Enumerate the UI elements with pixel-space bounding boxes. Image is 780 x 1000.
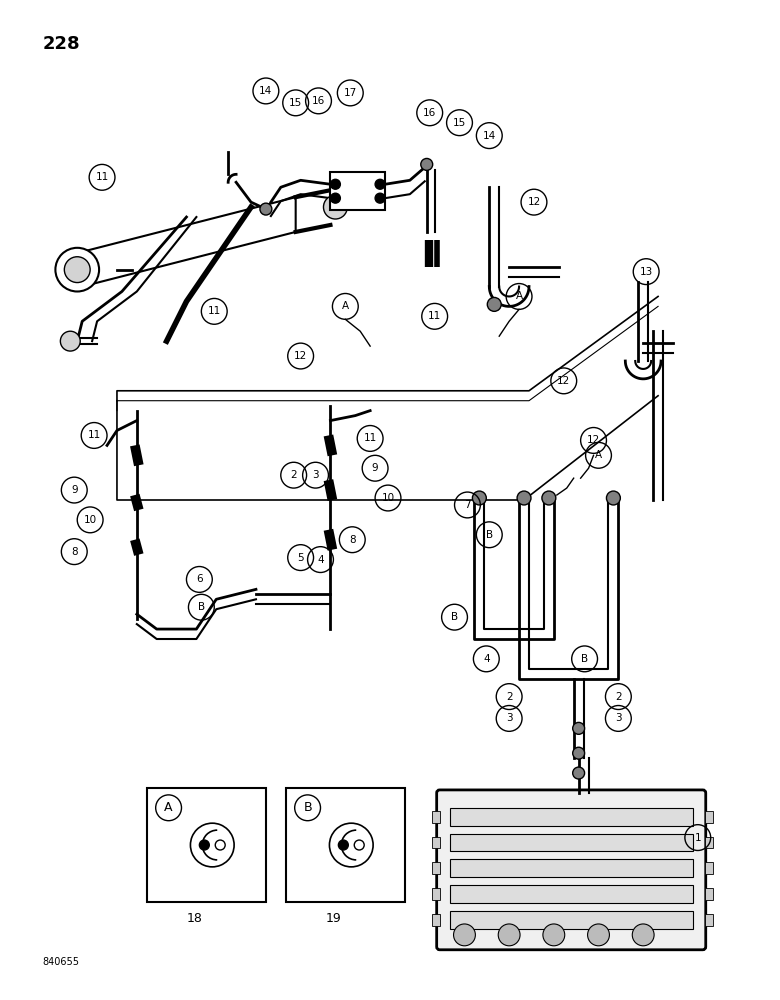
- Text: 840655: 840655: [42, 957, 80, 967]
- Text: 2: 2: [615, 692, 622, 702]
- Text: 11: 11: [95, 172, 108, 182]
- Text: 2: 2: [506, 692, 512, 702]
- Circle shape: [331, 179, 340, 189]
- Bar: [431, 914, 440, 926]
- Text: 6: 6: [196, 574, 203, 584]
- Bar: [449, 859, 693, 877]
- Circle shape: [215, 840, 225, 850]
- Circle shape: [324, 195, 347, 219]
- Circle shape: [573, 722, 584, 734]
- Text: 12: 12: [557, 376, 570, 386]
- Text: 7: 7: [464, 500, 471, 510]
- Circle shape: [60, 331, 80, 351]
- Circle shape: [606, 491, 620, 505]
- Text: B: B: [581, 654, 588, 664]
- Bar: [449, 808, 693, 826]
- Circle shape: [517, 491, 531, 505]
- Bar: [147, 788, 266, 902]
- Text: 3: 3: [506, 713, 512, 723]
- Circle shape: [55, 248, 99, 291]
- Text: 11: 11: [87, 430, 101, 440]
- Circle shape: [375, 193, 385, 203]
- Bar: [449, 885, 693, 903]
- Circle shape: [573, 767, 584, 779]
- Text: 10: 10: [381, 493, 395, 503]
- Text: 3: 3: [615, 713, 622, 723]
- Text: A: A: [165, 801, 173, 814]
- Text: 11: 11: [428, 311, 441, 321]
- Bar: [705, 888, 713, 900]
- Text: B: B: [451, 612, 458, 622]
- Circle shape: [473, 491, 486, 505]
- Text: 11: 11: [363, 433, 377, 443]
- Bar: [705, 811, 713, 823]
- Circle shape: [573, 747, 584, 759]
- Text: 4: 4: [317, 555, 324, 565]
- Text: 2: 2: [290, 470, 297, 480]
- Circle shape: [354, 840, 364, 850]
- Bar: [705, 914, 713, 926]
- Polygon shape: [82, 197, 296, 287]
- Text: 18: 18: [186, 912, 202, 925]
- Circle shape: [420, 158, 433, 170]
- Bar: [431, 862, 440, 874]
- Circle shape: [331, 193, 340, 203]
- Text: 13: 13: [640, 267, 653, 277]
- Circle shape: [587, 924, 609, 946]
- Circle shape: [453, 924, 475, 946]
- Text: 14: 14: [483, 131, 496, 141]
- Text: 1: 1: [694, 833, 701, 843]
- Text: 228: 228: [42, 35, 80, 53]
- Text: A: A: [342, 301, 349, 311]
- Text: 12: 12: [587, 435, 600, 445]
- Circle shape: [542, 491, 556, 505]
- Text: 5: 5: [297, 553, 304, 563]
- Text: 8: 8: [71, 547, 77, 557]
- Text: B: B: [303, 801, 312, 814]
- Text: 17: 17: [344, 88, 357, 98]
- Bar: [449, 911, 693, 929]
- Bar: [705, 837, 713, 848]
- Text: B: B: [486, 530, 493, 540]
- Circle shape: [488, 297, 502, 311]
- Text: 8: 8: [349, 535, 356, 545]
- Text: 19: 19: [325, 912, 342, 925]
- Text: 11: 11: [207, 306, 221, 316]
- Text: 12: 12: [294, 351, 307, 361]
- Circle shape: [339, 840, 349, 850]
- Bar: [285, 788, 405, 902]
- Circle shape: [260, 203, 272, 215]
- Circle shape: [543, 924, 565, 946]
- Bar: [705, 862, 713, 874]
- Text: 16: 16: [423, 108, 436, 118]
- Bar: [331, 172, 385, 210]
- Text: 10: 10: [83, 515, 97, 525]
- Bar: [431, 888, 440, 900]
- Text: A: A: [516, 291, 523, 301]
- Text: B: B: [198, 602, 205, 612]
- Circle shape: [375, 179, 385, 189]
- Circle shape: [200, 840, 209, 850]
- Circle shape: [633, 924, 654, 946]
- Text: A: A: [595, 450, 602, 460]
- Text: 3: 3: [312, 470, 319, 480]
- Bar: [431, 811, 440, 823]
- Text: 9: 9: [71, 485, 77, 495]
- Text: 14: 14: [259, 86, 272, 96]
- Text: 12: 12: [527, 197, 541, 207]
- Text: 9: 9: [372, 463, 378, 473]
- Circle shape: [64, 257, 90, 283]
- Bar: [449, 834, 693, 851]
- Text: 15: 15: [289, 98, 303, 108]
- FancyBboxPatch shape: [437, 790, 706, 950]
- Text: 16: 16: [312, 96, 325, 106]
- Circle shape: [498, 924, 520, 946]
- Text: 4: 4: [483, 654, 490, 664]
- Text: 15: 15: [453, 118, 466, 128]
- Bar: [431, 837, 440, 848]
